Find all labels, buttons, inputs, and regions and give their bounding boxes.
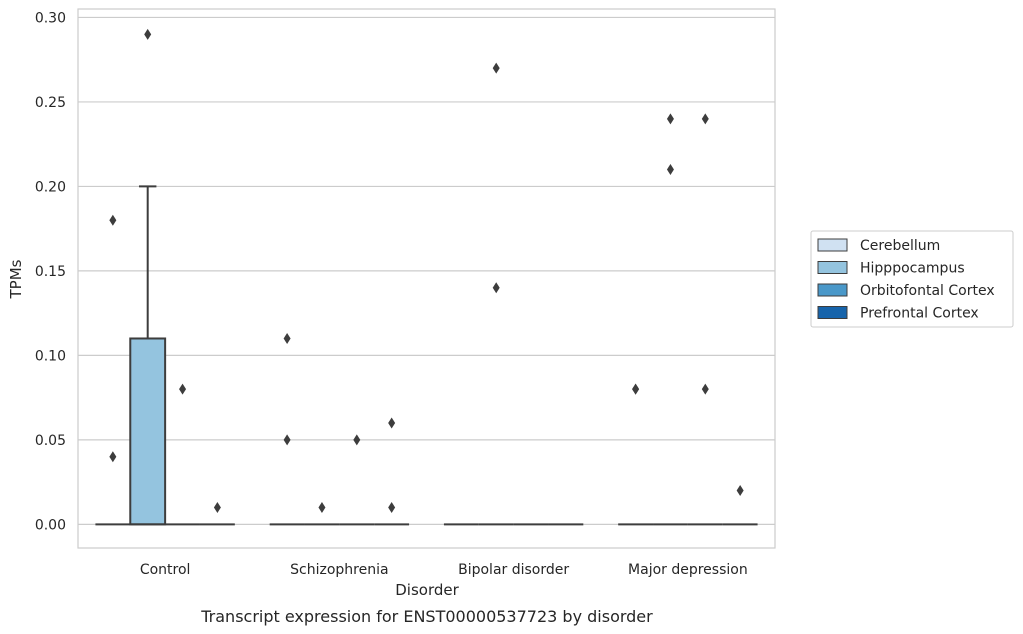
- y-tick-label: 0.10: [35, 348, 66, 364]
- outlier-point: [179, 383, 187, 395]
- outlier-point: [388, 417, 396, 429]
- legend-swatch: [817, 261, 848, 274]
- outlier-point: [492, 282, 500, 294]
- outlier-point: [736, 485, 744, 497]
- x-tick-labels: Control Schizophrenia Bipolar disorder Majo…: [140, 562, 748, 578]
- outlier-point: [701, 113, 709, 125]
- plot-area: [77, 8, 776, 549]
- box-hipppocampus-2: [478, 62, 514, 526]
- y-tick-label: 0.25: [35, 95, 66, 111]
- legend-label: Orbitofontal Cortex: [860, 283, 995, 299]
- legend-swatch: [817, 283, 848, 297]
- x-tick-label: Schizophrenia: [290, 562, 388, 578]
- outlier-point: [666, 113, 674, 125]
- y-tick-label: 0.05: [35, 433, 66, 449]
- y-grid: [78, 16, 775, 525]
- y-tick-label: 0.20: [35, 179, 66, 195]
- x-tick-label: Major depression: [628, 562, 748, 578]
- outlier-point: [666, 164, 674, 176]
- outlier-point: [109, 451, 117, 463]
- outlier-point: [492, 62, 500, 74]
- outlier-point: [701, 383, 709, 395]
- box-cerebellum-1: [269, 332, 305, 526]
- box-orbitofontal-cortex-1: [339, 434, 375, 526]
- outlier-point: [109, 214, 117, 226]
- legend-label: Prefrontal Cortex: [860, 306, 979, 322]
- legend-label: Cerebellum: [860, 238, 940, 254]
- x-axis-title: Disorder: [395, 581, 459, 599]
- legend-frame: [810, 230, 1014, 328]
- legend-label: Hipppocampus: [860, 261, 965, 277]
- outlier-point: [632, 383, 640, 395]
- box-cerebellum-3: [618, 383, 654, 526]
- chart-caption: Transcript expression for ENST0000053772…: [200, 607, 653, 626]
- box-body: [129, 337, 167, 526]
- box-hipppocampus-1: [304, 501, 340, 526]
- box-groups: [95, 28, 758, 526]
- outlier-point: [283, 332, 291, 344]
- box-cerebellum-0: [95, 214, 131, 526]
- box-prefrontal-cortex-0: [199, 501, 235, 526]
- y-tick-labels: 0.00 0.05 0.10 0.15 0.20 0.25 0.30: [35, 10, 66, 533]
- outlier-point: [388, 501, 396, 513]
- legend: Cerebellum Hipppocampus Orbitofontal Corte…: [810, 230, 1014, 328]
- y-tick-label: 0.15: [35, 264, 66, 280]
- box-orbitofontal-cortex-0: [165, 383, 200, 526]
- y-tick-label: 0.30: [35, 10, 66, 26]
- outlier-point: [213, 501, 221, 513]
- box-prefrontal-cortex-1: [374, 417, 410, 526]
- x-tick-label: Control: [140, 562, 191, 578]
- legend-swatch: [817, 306, 848, 319]
- legend-swatch: [817, 238, 848, 252]
- box-prefrontal-cortex-3: [722, 485, 758, 526]
- box-hipppocampus-0: [129, 28, 167, 526]
- x-tick-label: Bipolar disorder: [458, 562, 569, 578]
- outlier-point: [144, 28, 152, 40]
- y-tick-label: 0.00: [35, 517, 66, 533]
- box-orbitofontal-cortex-3: [687, 113, 723, 526]
- box-hipppocampus-3: [653, 113, 688, 526]
- y-axis-title: TPMs: [7, 259, 25, 299]
- outlier-point: [283, 434, 291, 446]
- outlier-point: [353, 434, 361, 446]
- outlier-point: [318, 501, 326, 513]
